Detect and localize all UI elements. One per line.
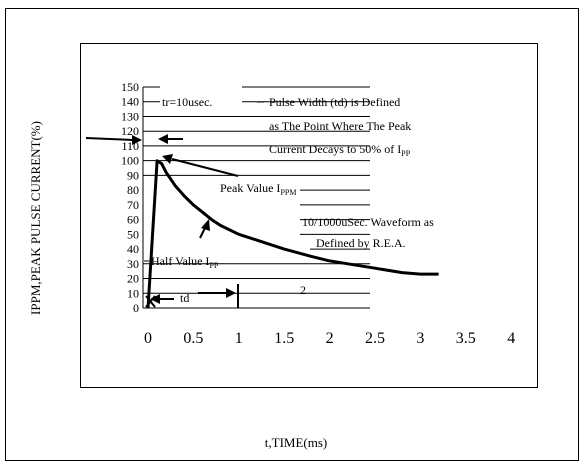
annotation-peak: Peak Value IPPM: [220, 181, 296, 197]
y-tick-label: 20: [127, 272, 139, 286]
y-axis-label: IPPM,PEAK PULSE CURRENT(%): [28, 121, 43, 315]
arrow-to-peak: [162, 154, 239, 177]
peak-text: Peak Value I: [220, 181, 280, 195]
pulse-width-3-text: Current Decays to 50% of I: [269, 142, 401, 156]
annotation-pulse-width-3: Current Decays to 50% of IPP: [269, 142, 411, 158]
x-tick-label: 0.5: [183, 330, 203, 347]
x-tick-label: 2.5: [365, 330, 385, 347]
y-tick-label: 130: [121, 109, 139, 123]
y-tick-label: 60: [127, 213, 139, 227]
y-tick-label: 50: [127, 227, 139, 241]
x-tick-label: 1.5: [274, 330, 294, 347]
y-tick-label: 140: [121, 95, 139, 109]
annotation-td: td: [180, 291, 189, 305]
y-tick-label: 80: [127, 183, 139, 197]
arrow-td-left: [150, 294, 174, 304]
x-tick-labels: 0 0.5 1 1.5 2 2.5 3 3.5 4: [144, 330, 515, 347]
plot-box: [80, 43, 538, 388]
peak-sub: PPM: [280, 188, 296, 197]
annotation-waveform-2: Defined by R.E.A.: [316, 236, 406, 250]
y-tick-label: 120: [121, 124, 139, 138]
annotation-pulse-width-1: Pulse Width (td) is Defined: [269, 95, 400, 109]
annotation-half: Half Value IPP: [151, 254, 219, 270]
x-axis-label: t,TIME(ms): [265, 435, 327, 450]
pulse-width-3-sub: PP: [401, 149, 410, 158]
half-sub: PP: [209, 261, 218, 270]
annotation-tr: tr=10usec.: [162, 95, 212, 109]
y-tick-label: 90: [127, 168, 139, 182]
annotation-waveform-1: 10/1000uSec. Waveform as: [302, 215, 434, 229]
y-tick-label: 30: [127, 257, 139, 271]
x-tick-label: 0: [144, 330, 152, 347]
annotation-two: 2: [300, 283, 306, 297]
arrow-half-value: [199, 219, 210, 239]
x-tick-label: 4: [507, 330, 515, 347]
series-line: [146, 159, 439, 309]
y-tick-label: 150: [121, 80, 139, 94]
x-tick-label: 3.5: [456, 330, 476, 347]
x-tick-label: 3: [416, 330, 424, 347]
y-tick-label: 0: [133, 301, 139, 315]
outer-border: [5, 8, 579, 461]
arrow-td-right: [198, 288, 236, 298]
y-tick-label: 10: [127, 286, 139, 300]
x-tick-label: 1: [235, 330, 243, 347]
annotation-pulse-width-2: as The Point Where The Peak: [269, 119, 411, 133]
half-text: Half Value I: [151, 254, 209, 268]
arrow-left-to-axis: [85, 135, 142, 145]
y-tick-label: 70: [127, 198, 139, 212]
y-tick-label: 40: [127, 242, 139, 256]
arrow-from-tr: [158, 134, 183, 144]
y-tick-label: 100: [121, 154, 139, 168]
origin-cross-2: [145, 295, 156, 308]
x-tick-label: 2: [326, 330, 334, 347]
